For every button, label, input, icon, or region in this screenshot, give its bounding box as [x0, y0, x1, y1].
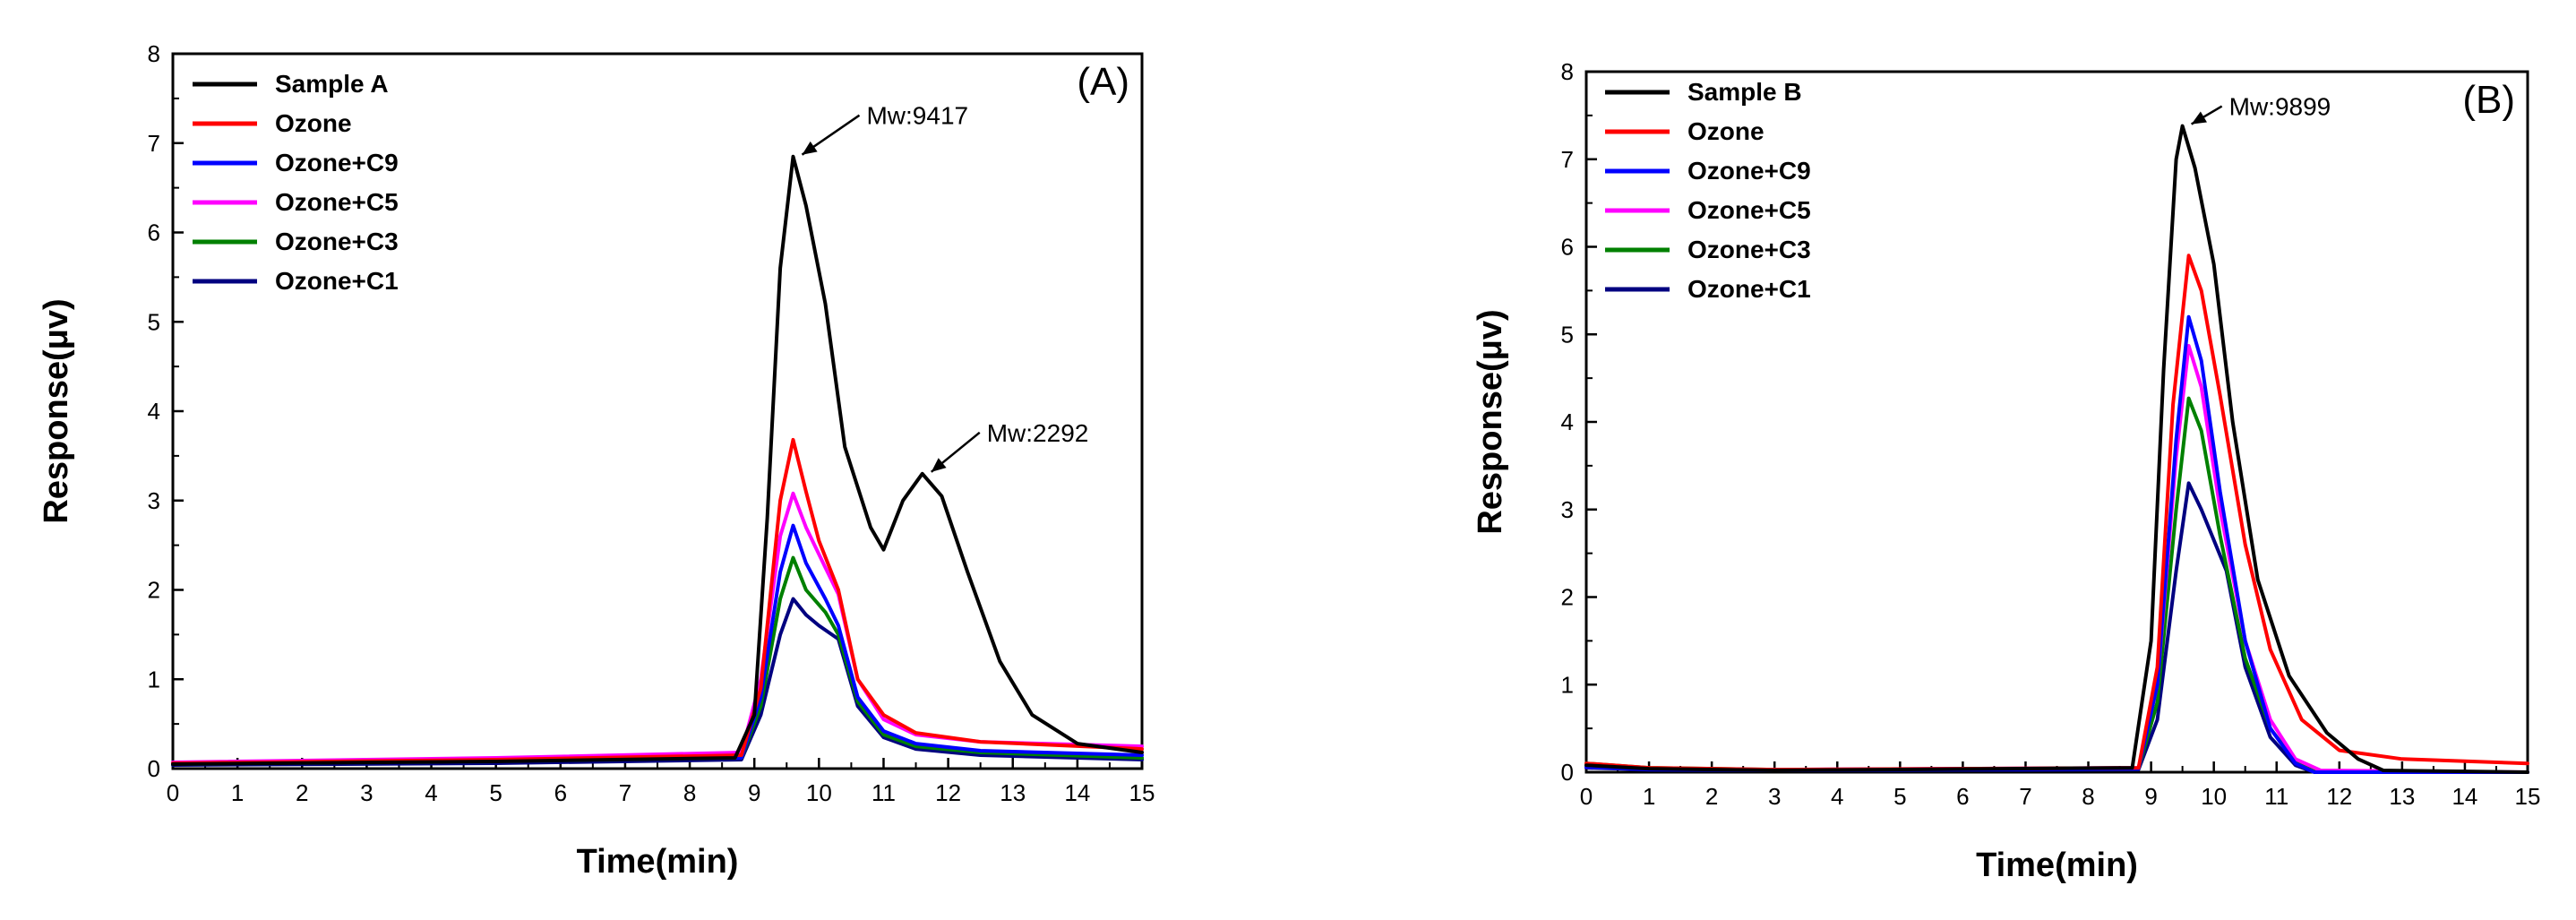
chart-panel-b: 0 1 2 3 4 5 6 7 8 9 10 11 12 13 14 15012345678Time(min)…	[1472, 58, 2540, 884]
legend-label: Ozone+C3	[275, 228, 399, 255]
y-axis-title: Response(μv)	[38, 298, 75, 523]
x-axis-title: Time(min)	[1976, 847, 2138, 884]
x-tick-label: 0	[1580, 783, 1593, 810]
legend-label: Ozone+C5	[1687, 196, 1811, 224]
legend-label: Ozone+C1	[1687, 275, 1811, 303]
y-tick-label: 8	[1561, 58, 1574, 85]
x-axis-title: Time(min)	[577, 843, 739, 881]
x-tick-label: 4	[425, 779, 437, 806]
series-line	[171, 491, 1144, 764]
x-tick-label: 4	[1831, 783, 1843, 810]
y-axis-title: Response(μv)	[1472, 309, 1509, 534]
legend: Sample A Ozone Ozone+C9 Ozone+C5 Ozone+C3 Ozo…	[193, 70, 399, 295]
y-tick-label: 3	[1561, 496, 1574, 523]
y-tick-label: 4	[1561, 408, 1574, 435]
series-line	[171, 437, 1144, 765]
y-tick-label: 0	[1561, 759, 1574, 786]
legend-label: Ozone+C1	[275, 267, 399, 295]
x-tick-label: 14	[2451, 783, 2477, 810]
x-tick-label: 9	[748, 779, 760, 806]
x-tick-label: 3	[360, 779, 373, 806]
series-line	[1584, 396, 2529, 774]
x-tick-label: 3	[1768, 783, 1781, 810]
x-tick-label: 12	[2326, 783, 2352, 810]
x-tick-label: 6	[1956, 783, 1969, 810]
series-line	[1584, 481, 2529, 774]
panel-label: (A)	[1077, 60, 1129, 104]
x-tick-label: 5	[1893, 783, 1906, 810]
x-tick-label: 13	[1000, 779, 1026, 806]
chart-panel-a: 0 1 2 3 4 5 6 7 8 9 10 11 12 13 14 15012345678Time(min)…	[38, 40, 1155, 881]
panel-label: (B)	[2462, 78, 2515, 122]
annotation-arrowhead	[802, 141, 818, 155]
y-tick-label: 1	[1561, 671, 1574, 698]
x-tick-label: 7	[2019, 783, 2031, 810]
x-tick-label: 13	[2389, 783, 2415, 810]
x-tick-label: 8	[683, 779, 696, 806]
series-line	[171, 597, 1144, 767]
annotation-label: Mw:2292	[987, 419, 1089, 447]
y-tick-label: 4	[148, 398, 160, 425]
series-line	[171, 523, 1144, 766]
y-tick-label: 2	[148, 577, 160, 604]
y-tick-label: 3	[148, 487, 160, 514]
x-tick-label: 2	[1705, 783, 1718, 810]
legend-label: Sample A	[275, 70, 389, 98]
series-line	[1584, 254, 2529, 772]
series-lines	[171, 154, 1144, 767]
y-tick-label: 0	[148, 755, 160, 782]
legend-label: Ozone+C9	[275, 149, 399, 176]
annotation-arrowhead	[931, 458, 947, 472]
x-tick-label: 0	[167, 779, 179, 806]
x-tick-label: 9	[2144, 783, 2157, 810]
x-tick-label: 6	[554, 779, 567, 806]
x-tick-label: 1	[231, 779, 244, 806]
x-tick-label: 11	[872, 779, 896, 806]
series-lines	[1584, 124, 2529, 774]
x-tick-label: 7	[619, 779, 631, 806]
y-tick-label: 1	[148, 666, 160, 692]
series-line	[1584, 314, 2529, 774]
y-tick-label: 7	[148, 130, 160, 157]
x-tick-label: 14	[1064, 779, 1090, 806]
x-tick-label: 2	[296, 779, 308, 806]
x-tick-label: 1	[1643, 783, 1655, 810]
legend-label: Ozone+C5	[275, 188, 399, 216]
annotation-arrowhead	[2191, 111, 2207, 125]
series-line	[1584, 344, 2529, 774]
legend-label: Ozone	[1687, 117, 1765, 145]
x-tick-label: 15	[2515, 783, 2541, 810]
series-line	[171, 555, 1144, 766]
x-tick-label: 8	[2082, 783, 2094, 810]
y-tick-label: 5	[148, 308, 160, 335]
y-tick-label: 6	[148, 219, 160, 246]
legend-label: Ozone+C3	[1687, 236, 1811, 263]
annotation-label: Mw:9417	[866, 102, 968, 130]
series-line	[171, 154, 1144, 766]
x-tick-label: 5	[489, 779, 502, 806]
y-tick-label: 7	[1561, 146, 1574, 173]
series-line	[1584, 124, 2529, 774]
x-tick-label: 15	[1129, 779, 1155, 806]
x-tick-label: 10	[2201, 783, 2227, 810]
legend-label: Sample B	[1687, 78, 1802, 106]
x-tick-label: 11	[2264, 783, 2288, 810]
legend: Sample B Ozone Ozone+C9 Ozone+C5 Ozone+C3 Ozo…	[1605, 78, 1811, 303]
y-tick-label: 6	[1561, 234, 1574, 261]
y-tick-label: 5	[1561, 321, 1574, 348]
y-tick-label: 2	[1561, 584, 1574, 611]
y-tick-label: 8	[148, 40, 160, 67]
legend-label: Ozone+C9	[1687, 157, 1811, 185]
annotation-label: Mw:9899	[2229, 93, 2331, 121]
x-tick-label: 10	[806, 779, 832, 806]
x-tick-label: 12	[935, 779, 961, 806]
legend-label: Ozone	[275, 109, 352, 137]
